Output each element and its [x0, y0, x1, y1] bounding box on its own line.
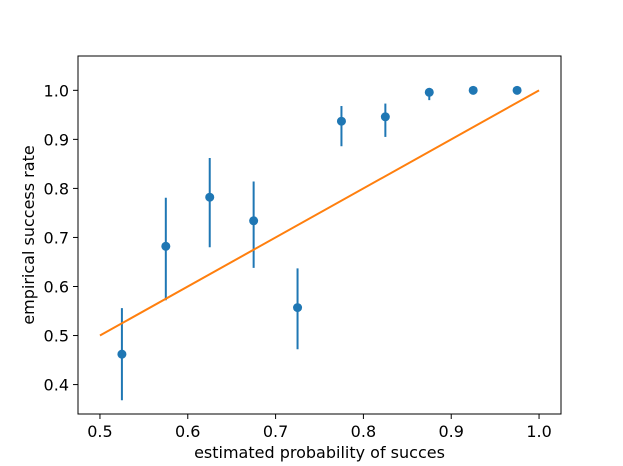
y-tick-label: 1.0 — [44, 81, 69, 100]
axes-frame — [77, 55, 562, 415]
x-tick-label: 0.8 — [351, 422, 376, 441]
x-axis: 0.5 0.6 0.7 0.8 0.9 1.0 — [87, 414, 552, 441]
x-tick-label: 0.7 — [263, 422, 288, 441]
data-point — [249, 216, 259, 226]
x-tick-label: 1.0 — [526, 422, 551, 441]
data-point — [336, 116, 346, 126]
data-point — [161, 241, 171, 251]
data-point — [468, 85, 478, 95]
data-point — [293, 303, 303, 313]
y-tick-label: 0.6 — [44, 277, 69, 296]
y-tick-label: 0.9 — [44, 130, 69, 149]
plot-area — [99, 85, 540, 401]
data-point — [512, 85, 522, 95]
y-tick-label: 0.4 — [44, 376, 69, 395]
y-axis-label: empirical success rate — [19, 145, 38, 324]
data-point — [205, 192, 215, 202]
x-axis-label: estimated probability of succes — [194, 443, 445, 462]
data-point — [380, 112, 390, 122]
calibration-line — [99, 89, 540, 337]
x-tick-label: 0.5 — [87, 422, 112, 441]
y-tick-label: 0.8 — [44, 179, 69, 198]
y-axis: 0.4 0.5 0.6 0.7 0.8 0.9 1.0 — [44, 81, 78, 395]
x-tick-label: 0.9 — [439, 422, 464, 441]
y-tick-label: 0.7 — [44, 228, 69, 247]
y-tick-label: 0.5 — [44, 327, 69, 346]
data-point — [424, 87, 434, 97]
x-tick-label: 0.6 — [175, 422, 200, 441]
data-point — [117, 349, 127, 359]
